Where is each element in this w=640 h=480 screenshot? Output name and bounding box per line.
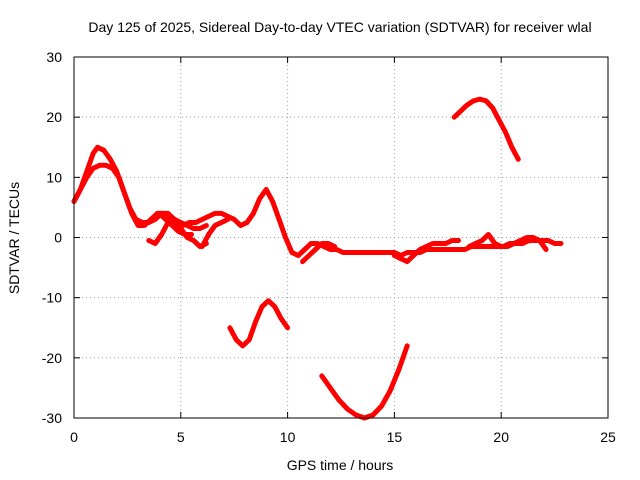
series-track-1 (71, 162, 564, 258)
chart-title: Day 125 of 2025, Sidereal Day-to-day VTE… (88, 19, 591, 35)
series-track-2 (71, 144, 209, 249)
series-track-5 (199, 216, 231, 249)
y-tick-label: 30 (46, 49, 62, 65)
series-track-11 (466, 232, 549, 252)
x-tick-label: 0 (70, 429, 78, 445)
series-layer (71, 96, 564, 421)
series-track-6 (227, 298, 291, 349)
tick-layer (73, 56, 609, 419)
series-track-8 (451, 96, 521, 162)
x-tick-label: 10 (280, 429, 296, 445)
y-tick-label: 20 (46, 109, 62, 125)
series-track-10 (391, 238, 461, 265)
grid-layer (74, 57, 608, 418)
x-axis-label: GPS time / hours (287, 457, 394, 473)
y-tick-labels: -30 -20 -10 0 10 20 30 (42, 49, 62, 426)
x-tick-label: 20 (493, 429, 509, 445)
y-tick-label: -20 (42, 350, 62, 366)
x-tick-label: 15 (387, 429, 403, 445)
y-axis-label: SDTVAR / TECUs (6, 182, 22, 294)
x-tick-labels: 0 5 10 15 20 25 (70, 429, 616, 445)
series-track-9 (300, 241, 338, 265)
x-tick-label: 25 (600, 429, 616, 445)
y-tick-label: -10 (42, 290, 62, 306)
series-track-4 (156, 210, 194, 237)
y-tick-label: 10 (46, 169, 62, 185)
series-track-3 (146, 216, 209, 246)
x-tick-label: 5 (177, 429, 185, 445)
series-track-7 (319, 343, 410, 421)
y-tick-label: -30 (42, 410, 62, 426)
y-tick-label: 0 (54, 230, 62, 246)
